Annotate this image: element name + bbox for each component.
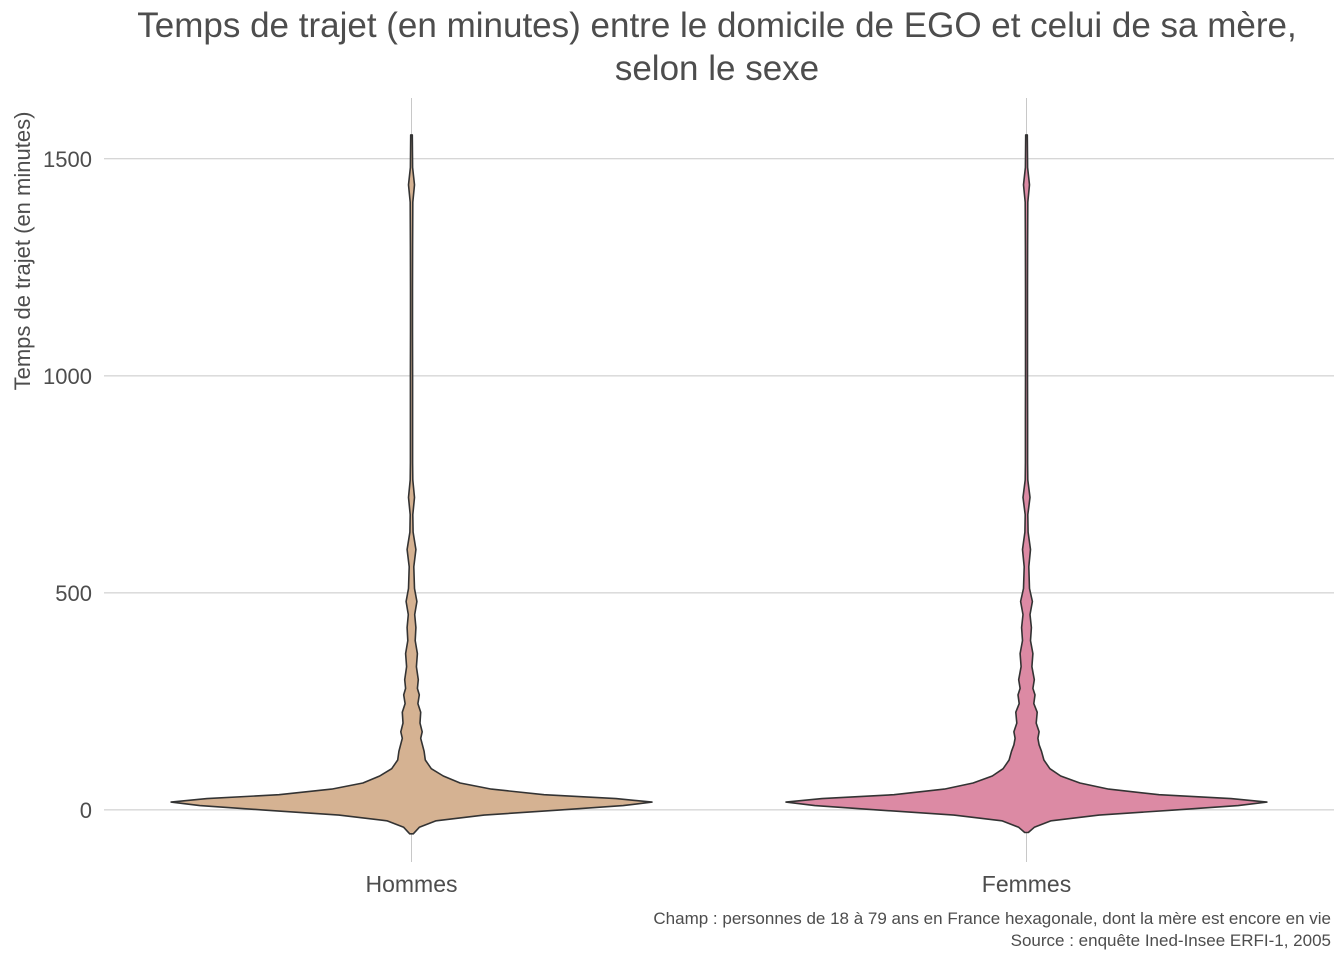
x-tick-label: Hommes	[365, 871, 457, 897]
violin-femmes	[785, 134, 1268, 834]
y-tick-label: 500	[55, 581, 92, 606]
violins	[170, 134, 1268, 835]
y-tick-label: 1500	[43, 147, 92, 172]
caption-field: Champ : personnes de 18 à 79 ans en Fran…	[653, 909, 1331, 928]
y-axis-title: Temps de trajet (en minutes)	[10, 112, 35, 391]
y-tick-label: 0	[80, 798, 92, 823]
caption-source: Source : enquête Ined-Insee ERFI-1, 2005	[1011, 931, 1331, 950]
violin-hommes	[170, 134, 653, 835]
y-tick-labels: 0 500 1000 1500	[43, 147, 92, 823]
y-tick-label: 1000	[43, 364, 92, 389]
x-tick-label: Femmes	[982, 871, 1071, 897]
gridlines	[104, 98, 1334, 862]
chart-title-line-2: selon le sexe	[615, 49, 819, 88]
category-labels: Hommes Femmes	[365, 871, 1071, 897]
chart-title-line-1: Temps de trajet (en minutes) entre le do…	[137, 6, 1296, 45]
